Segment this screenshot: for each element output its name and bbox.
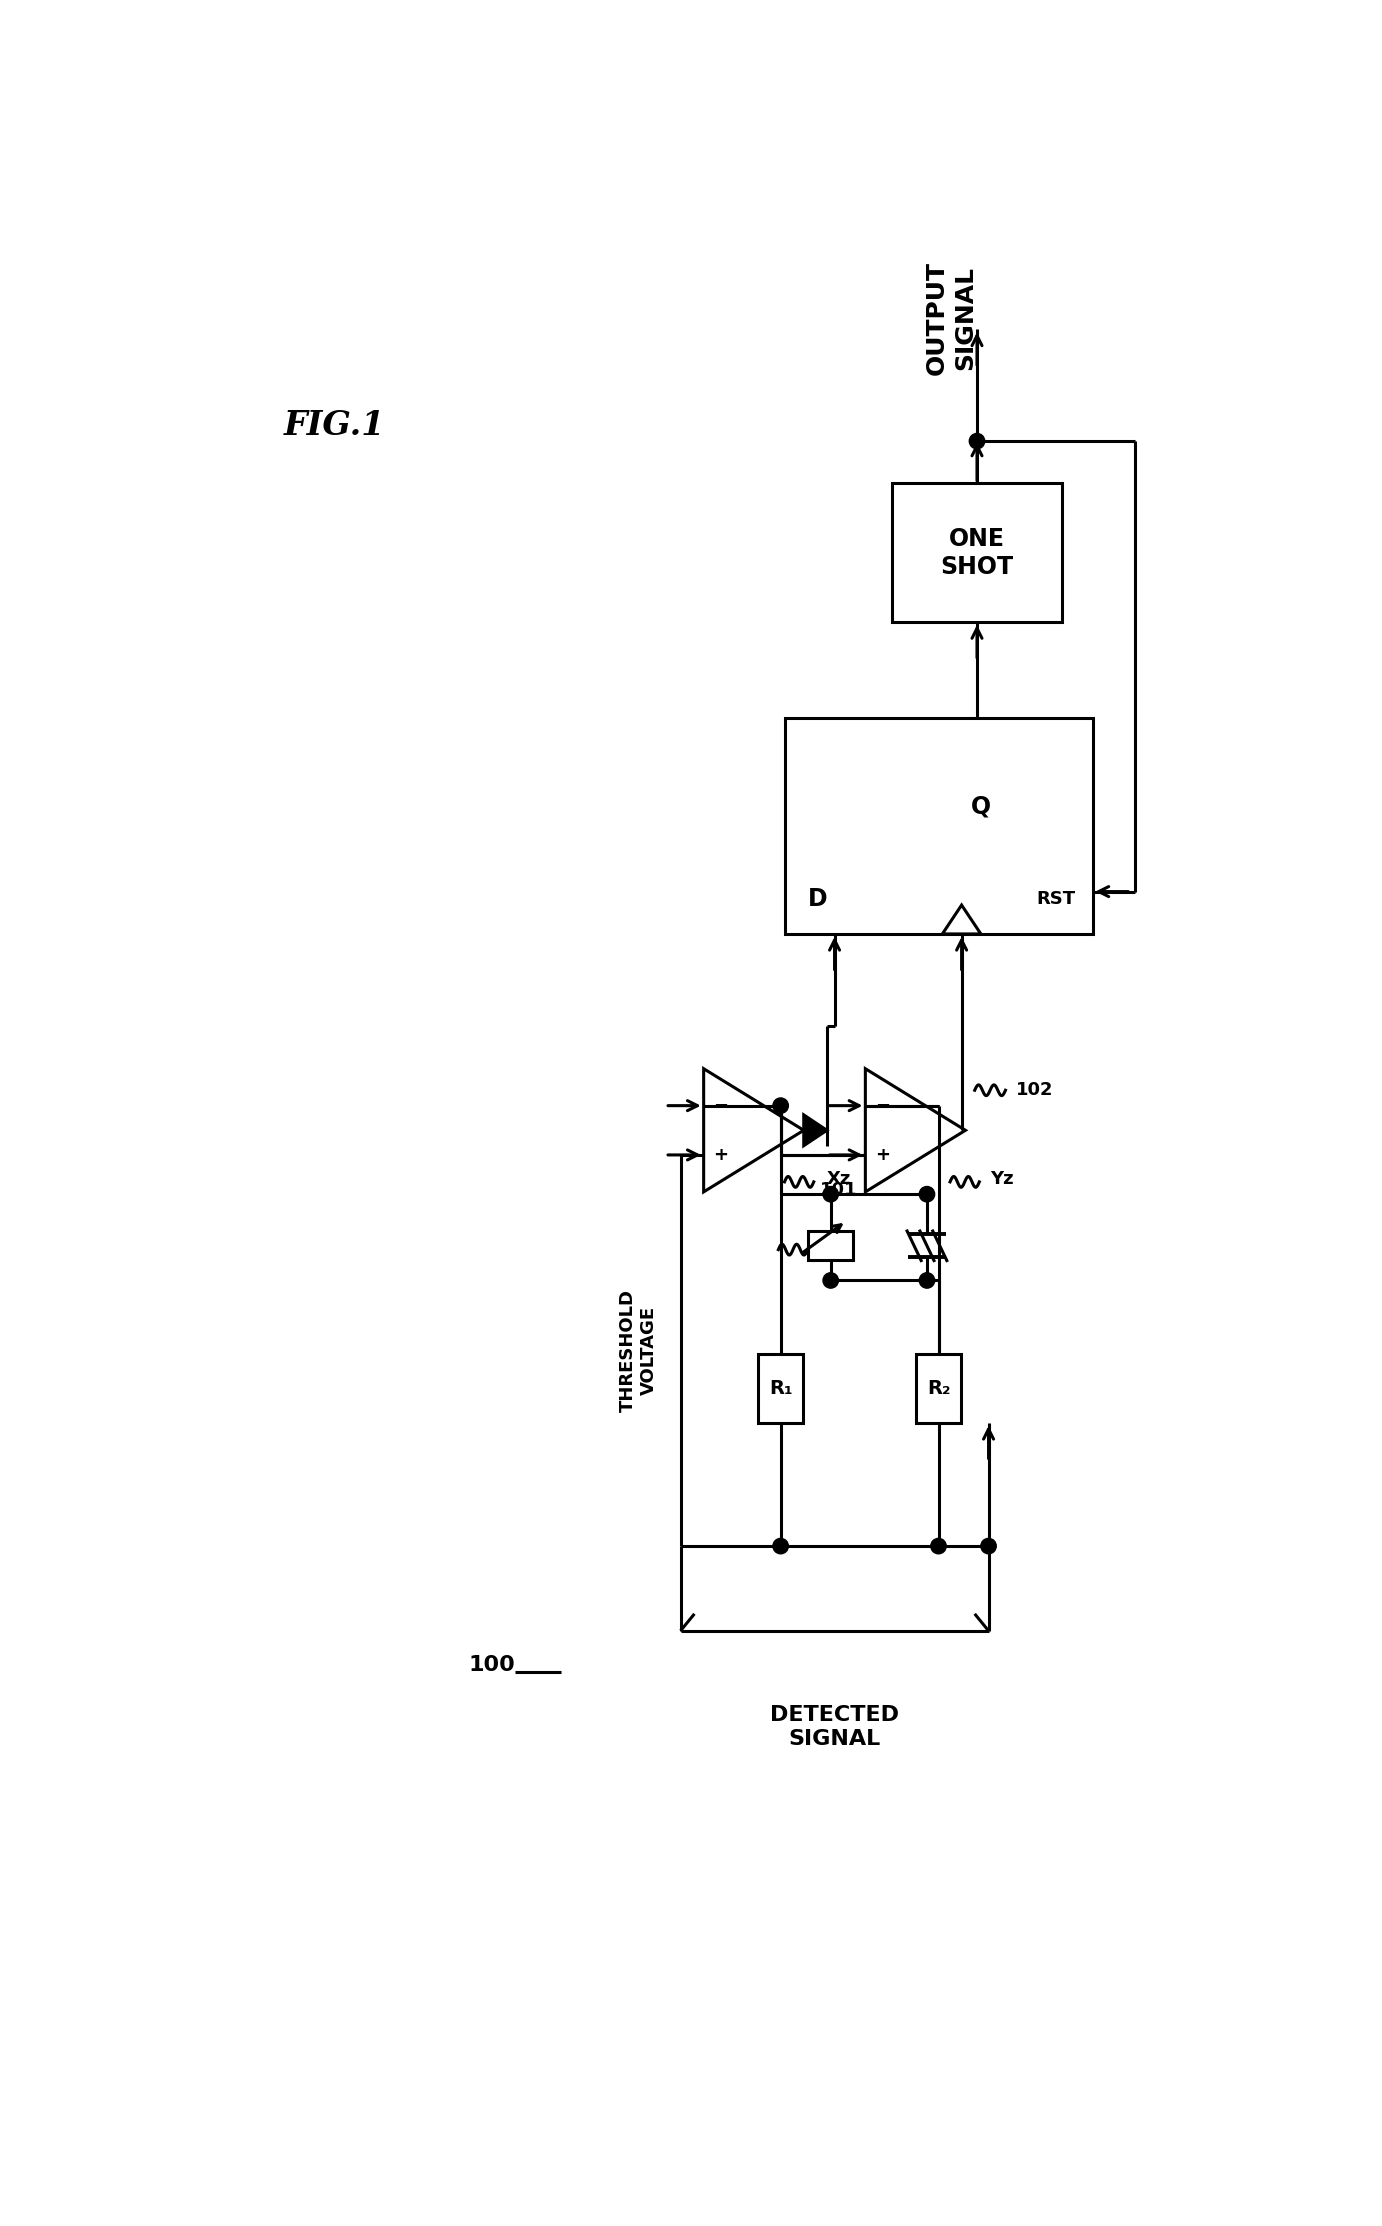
Circle shape bbox=[773, 1097, 788, 1113]
Circle shape bbox=[919, 1273, 934, 1289]
Text: ONE
SHOT: ONE SHOT bbox=[940, 528, 1013, 579]
Circle shape bbox=[969, 434, 985, 450]
Text: THRESHOLD
VOLTAGE: THRESHOLD VOLTAGE bbox=[619, 1289, 658, 1411]
Text: +: + bbox=[875, 1146, 890, 1164]
Bar bbox=[785, 719, 1093, 935]
Text: 101: 101 bbox=[820, 1182, 857, 1200]
Text: FIG.1: FIG.1 bbox=[285, 410, 386, 443]
Text: D: D bbox=[807, 888, 828, 910]
Text: OUTPUT
SIGNAL: OUTPUT SIGNAL bbox=[925, 260, 977, 374]
Bar bbox=[893, 483, 1061, 621]
Circle shape bbox=[824, 1273, 839, 1289]
Text: Yz: Yz bbox=[990, 1171, 1014, 1189]
Circle shape bbox=[931, 1538, 947, 1554]
Text: −: − bbox=[713, 1097, 728, 1115]
Text: Q: Q bbox=[970, 795, 991, 819]
Text: Xz: Xz bbox=[826, 1171, 851, 1189]
Text: 100: 100 bbox=[468, 1656, 515, 1676]
Circle shape bbox=[773, 1538, 788, 1554]
Text: +: + bbox=[713, 1146, 728, 1164]
Bar bbox=[808, 1231, 853, 1260]
Text: 102: 102 bbox=[1016, 1082, 1053, 1100]
Text: R₁: R₁ bbox=[768, 1378, 792, 1398]
Text: −: − bbox=[875, 1097, 890, 1115]
Polygon shape bbox=[804, 1115, 826, 1146]
Circle shape bbox=[981, 1538, 996, 1554]
Circle shape bbox=[919, 1186, 934, 1202]
Circle shape bbox=[824, 1186, 839, 1202]
Bar bbox=[759, 1353, 803, 1422]
Bar bbox=[916, 1353, 960, 1422]
Text: R₂: R₂ bbox=[927, 1378, 951, 1398]
Text: RST: RST bbox=[1036, 890, 1075, 908]
Text: DETECTED
SIGNAL: DETECTED SIGNAL bbox=[770, 1705, 900, 1750]
